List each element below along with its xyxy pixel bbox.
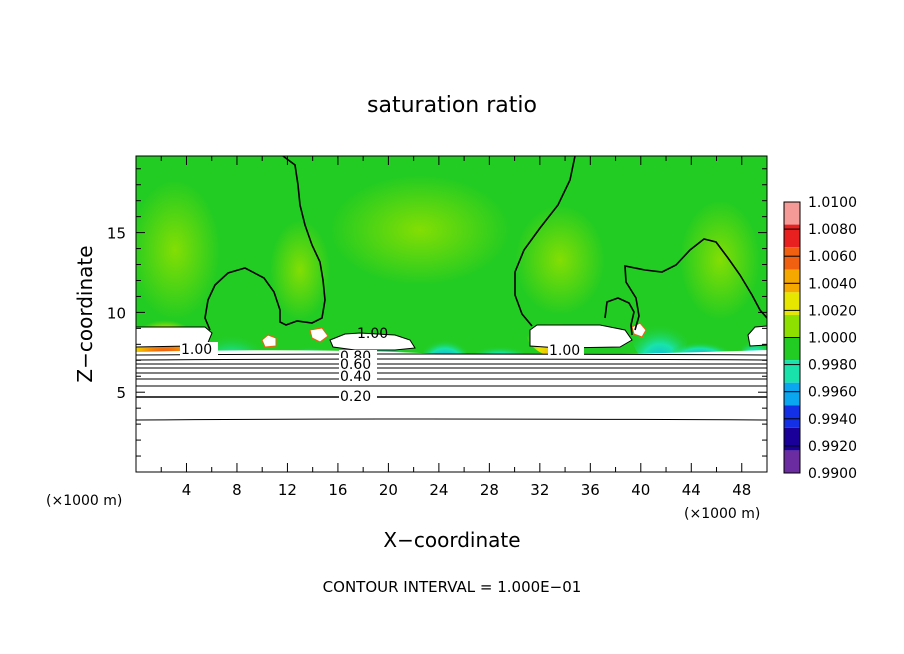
colorbar-swatch — [784, 247, 800, 270]
plot-frame — [135, 155, 768, 473]
colorbar-label: 1.0060 — [808, 249, 857, 265]
colorbar-label: 0.9980 — [808, 358, 857, 374]
contour-label: 1.00 — [181, 342, 212, 358]
colorbar-swatch — [784, 405, 800, 428]
x-tick-label: 32 — [530, 481, 549, 499]
contour-label: 1.00 — [549, 343, 580, 359]
contour-1-00 — [624, 238, 767, 331]
colorbar-label: 0.9920 — [808, 439, 857, 455]
colorbar-swatch — [784, 360, 800, 383]
x-unit-label: (×1000 m) — [684, 506, 760, 522]
x-tick-label: 44 — [682, 481, 701, 499]
y-axis: 5 10 15 — [107, 168, 767, 457]
x-tick-label: 16 — [328, 481, 347, 499]
plot-area — [136, 156, 767, 472]
x-tick-label: 4 — [182, 481, 192, 499]
colorbar-label: 0.9960 — [808, 385, 857, 401]
field-blob — [270, 220, 330, 320]
field-blob — [515, 205, 605, 315]
colorbar-swatch — [784, 382, 800, 406]
colorbar-swatch — [784, 292, 800, 315]
x-tick-label: 24 — [429, 481, 448, 499]
contour-label: 0.20 — [340, 389, 371, 405]
contour-1-00 — [604, 297, 635, 336]
colorbar-label: 1.0100 — [808, 195, 857, 211]
colorbar-swatch — [784, 224, 800, 248]
colorbar-label: 1.0080 — [808, 222, 857, 238]
field-blob — [330, 175, 510, 285]
colorbar-label: 0.9940 — [808, 412, 857, 428]
subsaturated-contours — [136, 353, 767, 421]
colorbar-label: 1.0040 — [808, 276, 857, 292]
x-tick-label: 28 — [480, 481, 499, 499]
contour-label: 1.00 — [357, 326, 388, 342]
y-tick-label: 5 — [116, 384, 126, 402]
colorbar-label: 1.0020 — [808, 303, 857, 319]
colorbar-label: 0.9900 — [808, 466, 857, 482]
colorbar: 1.0100 1.0080 1.0060 1.0040 1.0020 1.0000 0.99… — [783, 195, 857, 482]
cloud-free-region — [329, 332, 416, 351]
colorbar-swatch — [784, 337, 800, 361]
cloud-free-region — [261, 334, 277, 348]
x-axis: 4 8 12 16 20 24 28 32 36 40 44 48 — [160, 156, 751, 499]
x-axis-label: X−coordinate — [383, 528, 520, 552]
contour-labels: 1.00 1.00 1.00 0.80 0.60 0.40 0.20 — [180, 326, 584, 405]
field-blob — [136, 180, 220, 320]
x-tick-label: 48 — [732, 481, 751, 499]
colorbar-swatch — [784, 314, 800, 338]
x-tick-label: 12 — [278, 481, 297, 499]
contour-1-00 — [204, 156, 326, 331]
y-axis-label: Z−coordinate — [73, 245, 97, 382]
colorbar-swatch — [784, 450, 800, 473]
y-tick-label: 15 — [107, 225, 126, 243]
field-blob — [680, 200, 760, 320]
colorbar-swatch — [784, 427, 800, 451]
colorbar-swatch — [784, 202, 800, 225]
subsaturated-layer — [136, 354, 767, 472]
colorbar-swatch — [784, 269, 800, 293]
contour-label: 0.40 — [340, 369, 371, 385]
chart-title: saturation ratio — [367, 93, 537, 118]
y-tick-label: 10 — [107, 304, 126, 322]
cloud-free-region — [747, 325, 767, 347]
colorbar-label: 1.0000 — [808, 331, 857, 347]
contour-1-00 — [514, 156, 576, 327]
contour-interval-note: CONTOUR INTERVAL = 1.000E−01 — [323, 578, 582, 596]
x-tick-label: 8 — [232, 481, 242, 499]
x-tick-label: 40 — [631, 481, 650, 499]
cloud-free-region — [529, 324, 633, 349]
x-tick-label: 36 — [581, 481, 600, 499]
x-tick-label: 20 — [379, 481, 398, 499]
y-unit-label: (×1000 m) — [46, 493, 122, 509]
cloud-free-region — [309, 327, 329, 343]
